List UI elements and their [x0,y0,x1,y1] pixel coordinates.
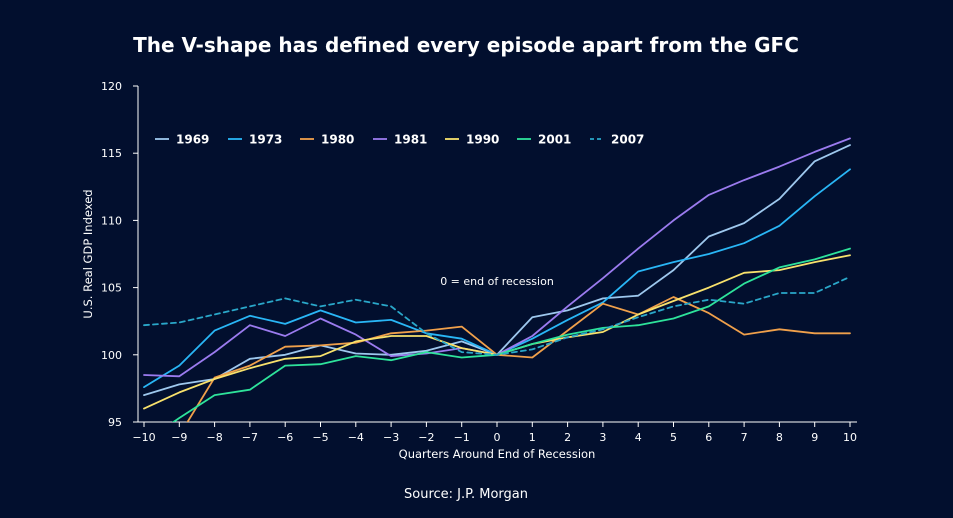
y-axis-label: U.S. Real GDP Indexed [81,189,95,318]
y-tick-label: 110 [101,214,122,227]
x-tick-label: 0 [494,431,501,444]
annotation-end-of-recession: 0 = end of recession [440,275,554,288]
legend-label-2001: 2001 [538,133,571,147]
legend-label-2007: 2007 [611,133,644,147]
legend-label-1973: 1973 [249,133,282,147]
legend-label-1981: 1981 [394,133,427,147]
x-tick-label: −6 [277,431,293,444]
legend-label-1969: 1969 [176,133,209,147]
legend: 1969 1973 1980 1981 1990 2001 2007 [155,133,644,147]
x-tick-label: 7 [741,431,748,444]
x-tick-label: −1 [454,431,470,444]
x-tick-label: −2 [418,431,434,444]
x-tick-label: −9 [171,431,187,444]
source-note: Source: J.P. Morgan [404,487,528,502]
x-ticks: −10 −9 −8 −7 −6 −5 −4 −3 −2 −1 0 1 2 3 4 5 6 7 8 9 10 [132,422,857,444]
x-tick-label: 3 [599,431,606,444]
series-line-2007 [143,275,851,356]
x-tick-label: −3 [383,431,399,444]
x-tick-label: 1 [529,431,536,444]
x-tick-label: −4 [348,431,364,444]
y-ticks: 95 100 105 110 115 120 [101,80,138,429]
series-line-1969 [143,144,851,397]
x-tick-label: −5 [312,431,328,444]
x-tick-label: 5 [670,431,677,444]
y-tick-label: 105 [101,282,122,295]
x-tick-label: −8 [206,431,222,444]
x-tick-label: 10 [843,431,857,444]
x-tick-label: −10 [132,431,155,444]
x-tick-label: 8 [776,431,783,444]
y-tick-label: 100 [101,349,122,362]
x-tick-label: 9 [811,431,818,444]
y-tick-label: 120 [101,80,122,93]
legend-label-1990: 1990 [466,133,499,147]
x-tick-label: 6 [705,431,712,444]
x-tick-label: −7 [242,431,258,444]
y-tick-label: 115 [101,147,122,160]
x-tick-label: 4 [635,431,642,444]
legend-label-1980: 1980 [321,133,354,147]
chart-title: The V-shape has defined every episode ap… [133,33,799,57]
x-tick-label: 2 [564,431,571,444]
y-tick-label: 95 [108,416,122,429]
x-axis-label: Quarters Around End of Recession [399,447,596,461]
series-lines [143,137,851,422]
series-line-1981 [143,137,851,378]
